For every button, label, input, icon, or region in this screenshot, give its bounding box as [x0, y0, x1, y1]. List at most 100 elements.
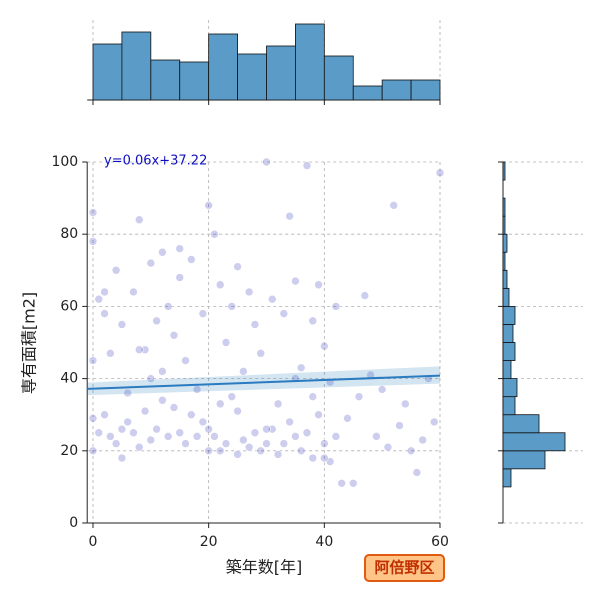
point: [163, 302, 173, 311]
point: [256, 446, 266, 456]
y-hist-bar: [502, 269, 508, 289]
point: [175, 273, 185, 282]
point: [134, 215, 144, 225]
point: [331, 302, 341, 311]
point: [88, 446, 98, 456]
y-hist-bar: [502, 251, 506, 271]
point: [308, 453, 318, 463]
point: [181, 439, 190, 448]
point: [320, 341, 329, 351]
y-tick-label: 60: [60, 298, 78, 314]
point: [244, 287, 254, 297]
y-tick-label: 100: [51, 154, 78, 170]
point: [285, 417, 294, 427]
point: [158, 247, 167, 257]
point: [343, 414, 352, 423]
point: [400, 399, 410, 409]
point: [106, 349, 115, 358]
point: [175, 428, 185, 438]
point: [354, 392, 364, 401]
x-hist-bar: [150, 59, 181, 101]
chart-title: 阿倍野区: [374, 559, 434, 577]
point: [152, 424, 161, 434]
point: [198, 417, 208, 427]
point: [337, 478, 346, 488]
point: [418, 435, 427, 445]
point: [406, 446, 416, 456]
point: [273, 450, 283, 459]
point: [123, 417, 132, 427]
x-hist-bar: [208, 33, 238, 101]
point: [111, 265, 121, 275]
point: [244, 442, 254, 452]
y-hist-bar: [502, 305, 516, 325]
point: [187, 410, 196, 420]
point: [296, 446, 306, 456]
y-tick-label: 80: [60, 226, 78, 242]
y-hist-bar: [502, 233, 508, 253]
point: [100, 309, 109, 318]
point: [169, 403, 179, 412]
y-hist-bar: [502, 287, 510, 307]
point: [262, 424, 271, 434]
x-hist-bar: [352, 85, 383, 101]
y-tick-label: 40: [60, 371, 78, 387]
point: [210, 432, 219, 441]
point: [88, 414, 98, 423]
point: [106, 432, 115, 441]
point: [291, 276, 300, 286]
y-hist-bar: [502, 324, 514, 343]
point: [215, 446, 225, 456]
x-hist-bar: [121, 31, 152, 101]
point: [100, 287, 109, 297]
point: [308, 392, 318, 401]
point: [372, 432, 381, 441]
point: [389, 201, 399, 210]
point: [227, 392, 237, 401]
area-badge: [364, 554, 445, 582]
point: [273, 399, 283, 409]
point: [314, 410, 323, 420]
fit-line: [87, 374, 441, 390]
point: [175, 244, 185, 253]
point: [204, 446, 213, 456]
point: [314, 280, 323, 290]
point: [181, 356, 190, 365]
point: [267, 294, 277, 304]
y-hist-bar: [502, 450, 546, 470]
point: [129, 428, 138, 438]
point: [152, 316, 161, 326]
point: [88, 356, 98, 365]
point: [163, 432, 173, 441]
fit-annotation: y=0.06x+37.22: [104, 154, 207, 169]
y-hist-bar: [502, 342, 516, 361]
point: [158, 367, 167, 376]
point: [88, 208, 98, 217]
point: [233, 450, 242, 459]
point: [94, 428, 104, 438]
point: [262, 157, 271, 167]
y-tick-label: 0: [69, 515, 78, 531]
point: [221, 338, 231, 347]
y-hist-bar: [502, 215, 506, 235]
x-hist-bar: [381, 79, 412, 101]
y-hist-bar: [502, 378, 518, 398]
y-hist-bar: [502, 197, 506, 217]
point: [239, 435, 248, 445]
x-axis-label: 築年数[年]: [226, 558, 303, 577]
x-hist-bar: [266, 45, 296, 101]
point: [291, 432, 300, 441]
point: [123, 388, 132, 398]
point: [320, 439, 329, 448]
y-hist-bar: [502, 161, 506, 181]
point: [198, 309, 208, 318]
point: [140, 406, 150, 416]
x-hist-bar: [92, 43, 123, 101]
point: [412, 468, 422, 477]
point: [320, 453, 329, 463]
point: [233, 406, 242, 416]
y-hist-bar: [502, 360, 512, 379]
point: [100, 410, 109, 420]
point: [239, 367, 248, 376]
